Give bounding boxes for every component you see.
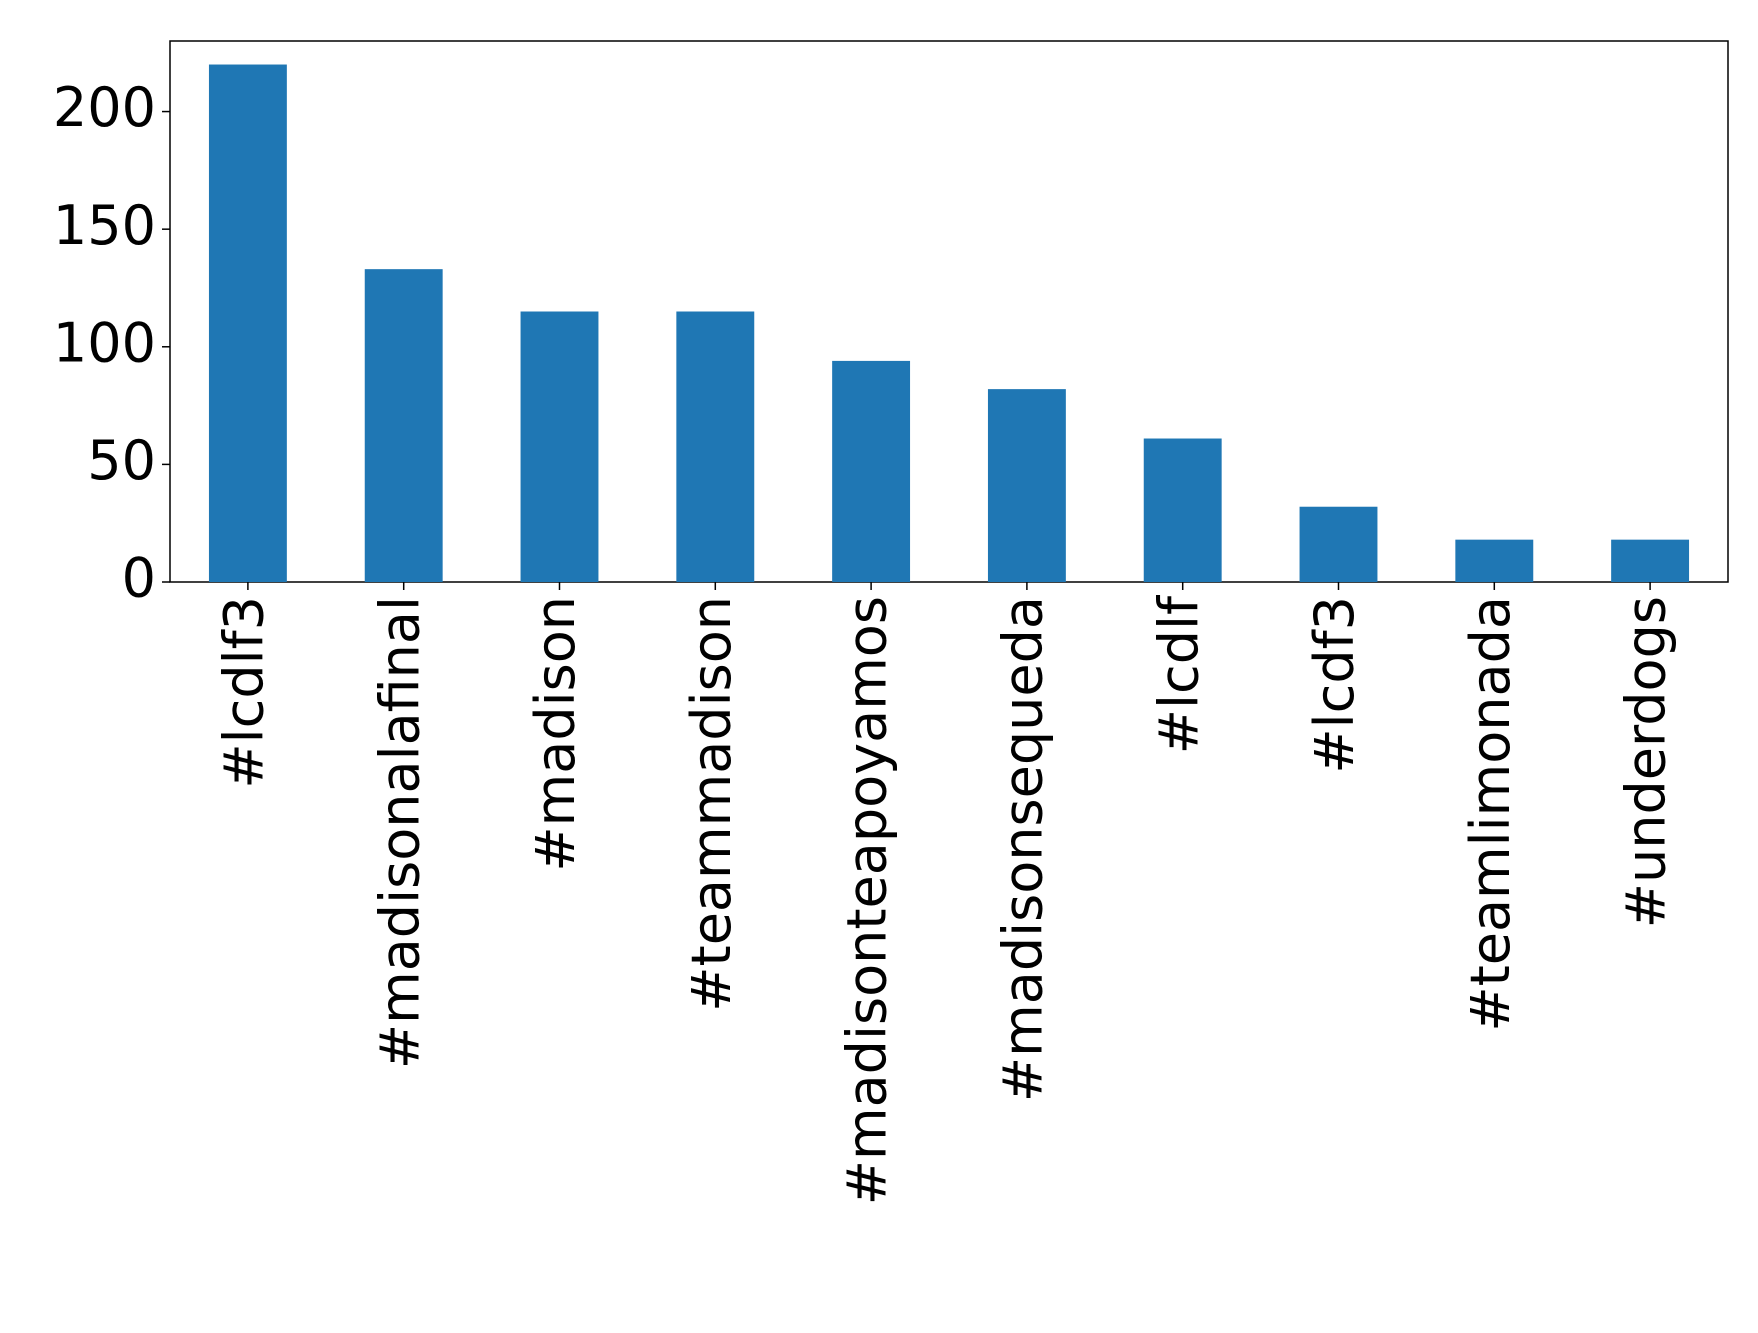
bar bbox=[1299, 506, 1378, 582]
x-tick-label: #madisonteapoyamos bbox=[836, 596, 899, 1205]
x-tick-label: #madison bbox=[524, 596, 587, 872]
x-tick-label: #teammadison bbox=[680, 596, 743, 1012]
bar bbox=[1143, 438, 1222, 582]
x-tick-label: #teamlimonada bbox=[1459, 596, 1522, 1032]
bar bbox=[987, 389, 1066, 582]
bar bbox=[364, 269, 443, 582]
y-tick-label: 150 bbox=[53, 194, 156, 257]
bar bbox=[1455, 539, 1534, 582]
bar bbox=[208, 64, 287, 583]
x-tick-label: #lcdlf bbox=[1147, 594, 1210, 754]
y-tick-label: 200 bbox=[53, 76, 156, 139]
y-tick-label: 100 bbox=[53, 311, 156, 374]
x-tick-label: #lcdlf3 bbox=[213, 596, 276, 789]
x-tick-label: #lcdf3 bbox=[1303, 596, 1366, 774]
x-tick-label: #madisonsequeda bbox=[992, 596, 1055, 1102]
y-tick-label: 50 bbox=[87, 429, 156, 492]
bar bbox=[832, 360, 911, 582]
y-tick-label: 0 bbox=[122, 547, 156, 610]
plot-frame bbox=[169, 40, 1729, 583]
bar bbox=[520, 311, 599, 582]
x-tick-label: #underdogs bbox=[1615, 596, 1678, 928]
bar bbox=[1611, 539, 1690, 582]
bar bbox=[676, 311, 755, 582]
x-tick-label: #madisonalafinal bbox=[368, 596, 431, 1069]
